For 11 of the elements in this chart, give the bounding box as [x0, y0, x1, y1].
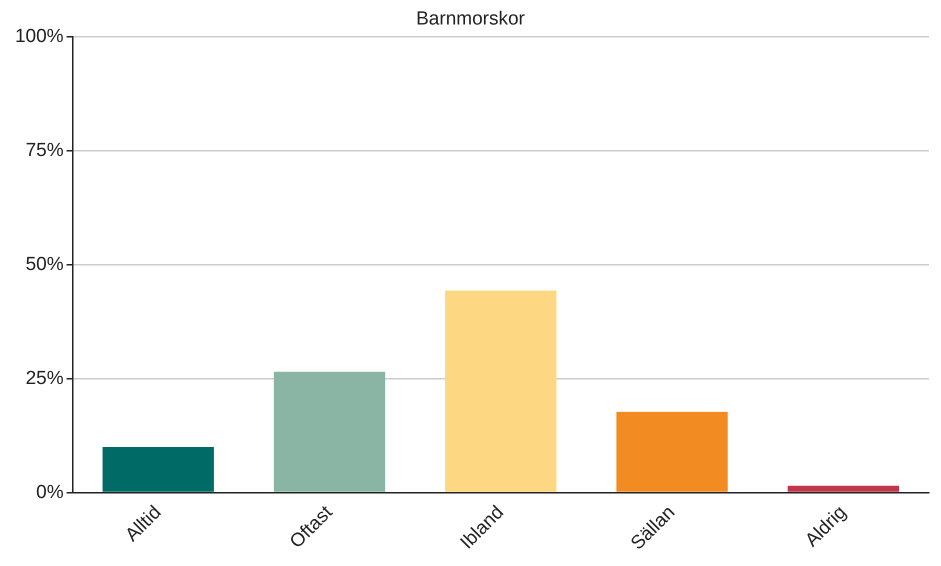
bar [445, 290, 556, 492]
y-tick-label: 75% [26, 140, 64, 161]
bar [616, 412, 728, 492]
bar [102, 446, 214, 492]
bar [274, 372, 386, 492]
y-tick-label: 50% [26, 254, 64, 275]
chart-title: Barnmorskor [416, 8, 526, 30]
y-tick-label: 0% [36, 482, 64, 503]
bar [788, 486, 900, 492]
y-tick-label: 25% [26, 368, 64, 389]
y-tick-label: 100% [14, 26, 64, 48]
